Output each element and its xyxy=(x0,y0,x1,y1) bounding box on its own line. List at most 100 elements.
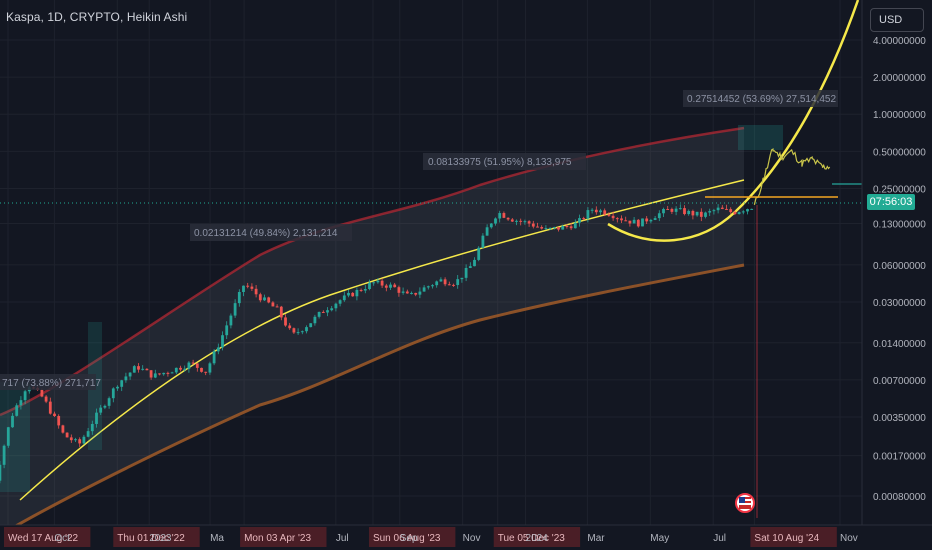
candle-body xyxy=(720,207,724,209)
candle-body xyxy=(716,207,720,211)
price-axis[interactable] xyxy=(862,0,932,525)
candle-body xyxy=(380,280,384,286)
candle-body xyxy=(254,288,258,295)
x-tick-label: 2024 xyxy=(526,533,549,544)
candle-body xyxy=(338,300,342,304)
candle-body xyxy=(166,372,170,374)
x-tick-label: Nov xyxy=(840,533,858,544)
candle-body xyxy=(326,310,329,313)
candle-body xyxy=(519,220,523,222)
candle-body xyxy=(309,323,313,328)
candle-body xyxy=(485,227,489,236)
candle-body xyxy=(284,317,287,326)
candle-body xyxy=(708,211,712,213)
x-tick-label: Tue 05 Dec '23 xyxy=(498,533,566,544)
candle-body xyxy=(401,291,405,293)
y-tick-label: 0.00350000 xyxy=(873,413,926,424)
candle-body xyxy=(15,405,19,416)
candle-body xyxy=(296,332,300,334)
candle-body xyxy=(414,292,418,295)
x-tick-label: Jul xyxy=(336,533,349,544)
svg-text:0.02131214 (49.84%) 2,131,214: 0.02131214 (49.84%) 2,131,214 xyxy=(194,228,338,239)
y-tick-label: 0.00080000 xyxy=(873,492,926,503)
candle-body xyxy=(460,277,464,280)
candle-body xyxy=(145,368,149,371)
candle-body xyxy=(481,235,485,248)
candle-body xyxy=(468,266,472,268)
x-tick-highlight xyxy=(493,527,581,547)
x-tick-highlight xyxy=(368,527,456,547)
x-tick-label: Thu 01 Dec '22 xyxy=(117,533,185,544)
candle-body xyxy=(23,391,27,401)
candle-body xyxy=(271,302,275,307)
candle-body xyxy=(725,208,728,210)
annotation-4: 0.27514452 (53.69%) 27,514,452 xyxy=(683,90,838,107)
candle-body xyxy=(704,212,707,217)
candle-body xyxy=(565,225,569,227)
candle-body xyxy=(456,279,460,286)
candle-body xyxy=(6,427,10,446)
candle-body xyxy=(300,331,304,333)
candle-body xyxy=(69,437,73,441)
candle-body xyxy=(237,292,241,304)
x-tick-highlight xyxy=(113,527,200,547)
x-tick-label: Ma xyxy=(210,533,224,544)
candle-body xyxy=(208,363,212,373)
candle-body xyxy=(11,415,14,428)
candle-body xyxy=(624,220,628,222)
candle-body xyxy=(498,213,502,219)
candle-body xyxy=(216,347,220,352)
x-tick-label: 2023 xyxy=(149,533,172,544)
candle-body xyxy=(464,267,468,278)
candle-body xyxy=(477,247,481,260)
trend-curve xyxy=(19,179,745,501)
candle-body xyxy=(641,218,644,227)
y-tick-label: 1.00000000 xyxy=(873,110,926,121)
x-tick-label: Sat 10 Aug '24 xyxy=(754,533,819,544)
candle-body xyxy=(733,212,737,214)
candle-body xyxy=(124,376,128,381)
candle-body xyxy=(200,367,203,372)
candle-body xyxy=(0,464,2,481)
candle-body xyxy=(2,445,6,465)
candle-body xyxy=(183,368,187,370)
candle-body xyxy=(578,218,581,223)
candle-body xyxy=(288,325,292,329)
y-axis-labels: 4.00000000 2.00000000 1.00000000 0.50000000… xyxy=(873,36,926,503)
countdown-price-tag: 07:56:03 xyxy=(867,194,915,210)
candle-body xyxy=(250,286,254,289)
candle-body xyxy=(229,315,233,326)
currency-button[interactable]: USD xyxy=(870,8,924,32)
candle-body xyxy=(645,218,649,222)
candle-body xyxy=(523,221,527,223)
candle-body xyxy=(611,215,615,219)
candle-body xyxy=(510,219,514,222)
candle-body xyxy=(153,373,157,378)
candle-body xyxy=(40,389,44,397)
candle-body xyxy=(90,423,94,432)
x-tick-label: Mon 03 Apr '23 xyxy=(244,533,311,544)
candle-body xyxy=(128,372,132,377)
candle-body xyxy=(292,328,296,333)
us-flag-icon[interactable] xyxy=(735,493,755,513)
candle-body xyxy=(750,208,754,210)
candle-body xyxy=(95,412,98,424)
candle-body xyxy=(741,211,745,213)
svg-text:717 (73.88%) 271,717: 717 (73.88%) 271,717 xyxy=(2,378,101,389)
candle-body xyxy=(132,366,136,373)
candle-body xyxy=(531,223,535,227)
candle-body xyxy=(699,211,703,217)
candle-body xyxy=(632,219,636,224)
x-tick-label: Mar xyxy=(587,533,605,544)
candle-body xyxy=(494,218,497,224)
svg-text:0.08133975 (51.95%) 8,133,975: 0.08133975 (51.95%) 8,133,975 xyxy=(428,157,572,168)
candle-body xyxy=(65,432,69,438)
candle-body xyxy=(552,227,556,229)
grid xyxy=(0,0,862,525)
candle-body xyxy=(246,285,250,287)
candle-body xyxy=(607,214,611,216)
annotation-3: 0.08133975 (51.95%) 8,133,975 xyxy=(423,153,586,170)
candle-body xyxy=(279,306,283,318)
